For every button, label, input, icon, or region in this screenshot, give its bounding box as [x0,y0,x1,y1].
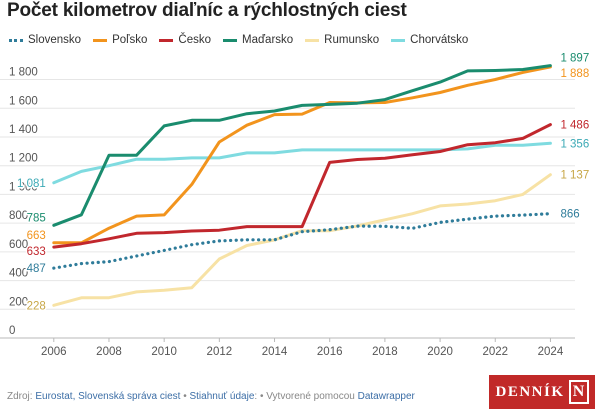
legend-swatch [93,38,108,42]
y-tick-label: 1 200 [9,153,38,165]
legend-item-madarsko: Maďarsko [223,34,293,46]
end-label-madarsko-halo: 1 897 [560,53,589,65]
start-label-chorvatsko: 1 081 [17,178,46,190]
series-line-madarsko [52,64,552,227]
start-label-polsko: 663 [27,230,46,242]
x-tick-label: 2018 [372,346,398,358]
end-label-madarsko: 1 897 [560,53,589,65]
chart-title: Počet kilometrov diaľníc a rýchlostných … [7,0,407,21]
x-tick-label: 2008 [96,346,122,358]
start-label-madarsko-halo: 785 [27,212,46,224]
start-label-slovensko: 487 [27,263,46,275]
y-tick-label: 0 [9,325,15,337]
x-tick-label: 2016 [317,346,343,358]
end-label-chorvatsko-halo: 1 356 [560,138,589,150]
y-tick-label: 1 400 [9,124,38,136]
x-tick-label: 2024 [538,346,564,358]
end-label-slovensko-halo: 866 [560,209,579,221]
y-tick-label: 800 [9,210,28,222]
legend-item-cesko: Česko [159,34,211,46]
source-link[interactable]: Eurostat, Slovenská správa ciest [35,391,181,402]
legend-item-rumunsko: Rumunsko [305,34,379,46]
x-tick-label: 2022 [482,346,508,358]
footer-colon: : [254,391,258,402]
y-tick-label: 400 [9,268,28,280]
legend-swatch [305,38,320,42]
legend-item-chorvatsko: Chorvátsko [391,34,468,46]
series-line-slovensko [52,212,553,270]
logo-letter: N [568,380,589,404]
datawrapper-link[interactable]: Datawrapper [357,391,415,402]
legend-label: Maďarsko [242,34,294,46]
x-tick-label: 2012 [207,346,233,358]
end-label-cesko: 1 486 [560,120,589,132]
legend-label: Chorvátsko [410,34,469,46]
footer-separator: • [257,391,267,402]
start-label-chorvatsko-halo: 1 081 [17,178,46,190]
x-tick-label: 2006 [41,346,67,358]
logo-text: DENNÍK [495,383,565,400]
legend-label: Slovensko [28,34,82,46]
chart-footer: Zdroj: Eurostat, Slovenská správa ciest … [7,391,415,402]
end-label-cesko-halo: 1 486 [560,120,589,132]
legend-swatch [223,38,237,42]
legend-swatch [9,38,23,42]
line-chart: 0 200 400 600 800 1 000 1 200 1 400 1 600 1 800 20… [0,51,591,358]
series-line-polsko [52,65,552,245]
legend-item-slovensko: Slovensko [9,34,81,46]
start-label-cesko: 633 [27,246,46,258]
download-data-link[interactable]: Stiahnuť údaje [189,391,255,402]
start-label-cesko-halo: 633 [27,246,46,258]
end-label-chorvatsko: 1 356 [560,138,589,150]
legend-label: Rumunsko [324,34,380,46]
footer-source-prefix: Zdroj: [7,391,36,402]
legend-item-polsko: Poľsko [93,34,147,46]
x-tick-label: 2014 [262,346,288,358]
start-label-rumunsko: 228 [27,300,46,312]
end-label-slovensko: 866 [560,209,579,221]
x-tick-label: 2020 [427,346,453,358]
dennik-n-logo[interactable]: DENNÍK N [489,375,595,409]
end-label-polsko: 1 888 [560,68,589,80]
series-line-chorvatsko [52,141,552,185]
y-tick-label: 1 600 [9,95,38,107]
y-tick-label: 1 800 [9,67,38,79]
start-label-slovensko-halo: 487 [27,263,46,275]
start-label-rumunsko-halo: 228 [27,300,46,312]
start-label-madarsko: 785 [27,212,46,224]
legend-label: Česko [178,34,211,46]
end-label-rumunsko-halo: 1 137 [560,170,589,182]
chart-legend: Slovensko Poľsko Česko Maďarsko Rumunsko Chor… [9,32,480,48]
legend-label: Poľsko [112,34,148,46]
start-label-polsko-halo: 663 [27,230,46,242]
footer-separator: • [180,391,190,402]
end-label-rumunsko: 1 137 [560,170,589,182]
legend-swatch [391,38,406,42]
y-tick-label: 600 [9,239,28,251]
series-line-cesko [52,123,552,249]
x-tick-label: 2010 [151,346,177,358]
legend-swatch [159,38,174,42]
end-label-polsko-halo: 1 888 [560,68,589,80]
y-tick-label: 200 [9,296,28,308]
y-tick-label: 1 000 [9,181,38,193]
footer-made-with: Vytvorené pomocou [266,391,358,402]
